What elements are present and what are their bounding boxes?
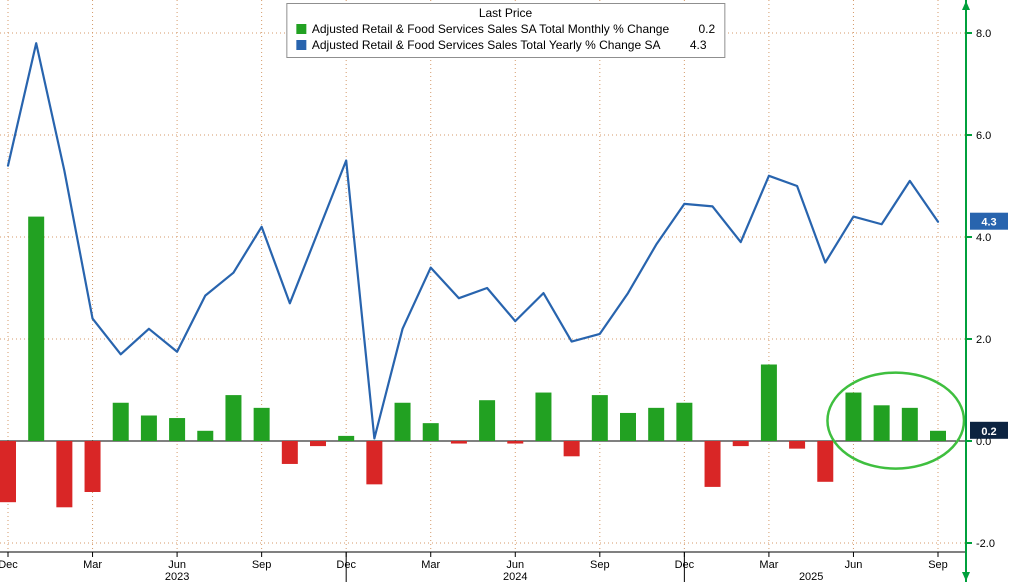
bar-2023-10 <box>281 441 298 464</box>
x-tick-label: Mar <box>759 559 778 571</box>
bar-2023-08 <box>225 395 242 441</box>
x-tick-label: Mar <box>421 559 440 571</box>
bar-2024-01 <box>366 441 383 485</box>
bar-2023-02 <box>56 441 73 508</box>
x-tick-label: Sep <box>252 559 272 571</box>
bar-2024-06 <box>507 441 524 444</box>
bar-2024-10 <box>620 412 636 441</box>
bar-2023-03 <box>84 441 101 492</box>
x-tick-label: Jun <box>506 559 524 571</box>
x-tick-label: Jun <box>168 559 186 571</box>
price-label: 0.2 <box>981 426 996 438</box>
legend-value-yearly: 4.3 <box>689 38 707 52</box>
bar-2025-07 <box>873 405 890 441</box>
price-label: 4.3 <box>981 217 996 229</box>
bar-2024-05 <box>479 400 496 441</box>
bar-2023-07 <box>197 430 214 441</box>
y-tick-label: 8.0 <box>976 28 991 40</box>
price-label-box <box>970 212 1008 230</box>
bar-2024-03 <box>422 423 439 441</box>
bar-2023-04 <box>112 402 129 441</box>
legend-label-yearly: Adjusted Retail & Food Services Sales To… <box>311 38 661 52</box>
chart-legend: Last Price Adjusted Retail & Food Servic… <box>285 3 726 58</box>
bar-2023-09 <box>253 407 270 441</box>
bar-2025-05 <box>817 441 834 482</box>
bar-2025-01 <box>704 441 721 487</box>
bar-2025-06 <box>845 392 862 441</box>
price-label-box <box>970 421 1008 439</box>
x-tick-label: Dec <box>0 559 18 571</box>
bar-2024-11 <box>648 407 665 441</box>
highlight-ellipse <box>826 371 966 470</box>
bar-2024-08 <box>563 441 580 457</box>
legend-label-monthly: Adjusted Retail & Food Services Sales SA… <box>311 22 670 36</box>
year-label: 2024 <box>503 571 527 582</box>
x-tick-label: Mar <box>83 559 102 571</box>
bar-2024-12 <box>676 402 693 441</box>
x-tick-label: Jun <box>845 559 863 571</box>
bar-2022-12 <box>0 441 16 503</box>
monthly-series-swatch-icon <box>295 24 306 34</box>
axis-arrow-down-icon <box>962 572 970 581</box>
bar-2025-09 <box>930 430 946 441</box>
bar-2023-05 <box>140 415 157 441</box>
bar-2025-08 <box>901 407 918 441</box>
bar-2024-09 <box>591 395 608 441</box>
axis-arrow-up-icon <box>962 1 970 10</box>
bar-2023-11 <box>310 441 326 447</box>
bar-2023-06 <box>169 418 186 441</box>
bar-2025-03 <box>760 364 777 441</box>
x-tick-label: Sep <box>590 559 610 571</box>
legend-item-yearly: Adjusted Retail & Food Services Sales To… <box>295 37 715 53</box>
bar-2023-12 <box>338 435 355 441</box>
yearly-change-line <box>6 42 940 440</box>
x-tick-label: Sep <box>928 559 948 571</box>
bar-2025-02 <box>732 441 749 447</box>
year-label: 2025 <box>799 571 823 582</box>
bar-2024-04 <box>450 441 467 444</box>
bar-2023-01 <box>28 216 45 441</box>
year-label: 2023 <box>165 571 189 582</box>
legend-title: Last Price <box>478 6 533 20</box>
y-tick-label: 2.0 <box>976 334 991 346</box>
legend-value-monthly: 0.2 <box>698 22 716 36</box>
bar-2025-04 <box>789 441 806 449</box>
y-tick-label: 6.0 <box>976 130 991 142</box>
bar-2024-07 <box>535 392 552 441</box>
legend-item-monthly: Adjusted Retail & Food Services Sales SA… <box>295 21 716 37</box>
y-tick-label: -2.0 <box>976 538 995 550</box>
yearly-series-swatch-icon <box>295 40 306 50</box>
bar-2024-02 <box>394 402 411 441</box>
y-tick-label: 4.0 <box>976 232 991 244</box>
y-tick-label: 0.0 <box>976 436 991 448</box>
